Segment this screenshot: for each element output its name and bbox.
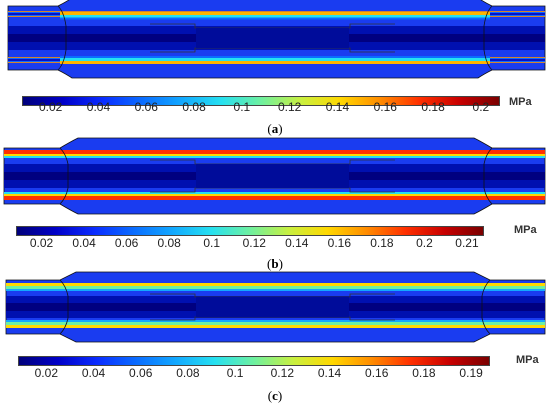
colorbar-tick-label: 0.14 <box>317 366 342 380</box>
colorbar-c <box>18 356 490 366</box>
band-bottom-b <box>4 196 545 200</box>
stress-field-a <box>7 0 546 79</box>
colorbar-tick-label: 0.12 <box>277 100 302 114</box>
colorbar-tick-label: 0.21 <box>455 236 479 250</box>
colorbar-tick-label: 0.12 <box>270 366 294 380</box>
band-top-c <box>6 283 545 286</box>
colorbar-tick-label: 0.14 <box>285 236 309 250</box>
panel-a: 0.02 0.04 0.06 0.08 0.1 0.12 0.14 0.16 0.18 0.2 M… <box>0 0 550 138</box>
colorbar-tick-label: 0.16 <box>327 236 352 250</box>
colorbar-tick-label: 0.04 <box>72 236 96 250</box>
colorbar-tick-label: 0.18 <box>370 236 394 250</box>
colorbar-b <box>16 226 484 236</box>
unit-label-a: MPa <box>509 96 532 108</box>
colorbar-tick-label: 0.04 <box>86 100 111 114</box>
colorbar-a <box>22 96 500 106</box>
colorbar-ticks-a: 0.02 0.04 0.06 0.08 0.1 0.12 0.14 0.16 0.18 0.2 <box>22 100 500 114</box>
colorbar-tick-label: 0.02 <box>38 100 63 114</box>
panel-b: 0.02 0.04 0.06 0.08 0.1 0.12 0.14 0.16 0.18 0.2 0.… <box>0 137 550 274</box>
colorbar-tick-label: 0.06 <box>114 236 139 250</box>
caption-c: (c) <box>267 388 283 403</box>
colorbar-tick-label: 0.06 <box>134 100 158 114</box>
panel-c: 0.02 0.04 0.06 0.08 0.1 0.12 0.14 0.16 0.18 0.19 … <box>0 271 550 406</box>
colorbar-tick-label: 0.2 <box>472 100 490 114</box>
colorbar-ticks-b: 0.02 0.04 0.06 0.08 0.1 0.12 0.14 0.16 0.18 0.2 0.… <box>16 236 484 250</box>
colorbar-tick-label: 0.08 <box>157 236 181 250</box>
colorbar-tick-label: 0.02 <box>29 236 54 250</box>
colorbar-tick-label: 0.02 <box>34 366 58 380</box>
colorbar-tick-label: 0.08 <box>176 366 200 380</box>
colorbar-tick-label: 0.1 <box>226 366 244 380</box>
colorbar-tick-label: 0.18 <box>412 366 436 380</box>
colorbar-tick-label: 0.06 <box>129 366 153 380</box>
colorbar-tick-label: 0.1 <box>203 236 221 250</box>
band-bottom-c <box>6 325 545 328</box>
unit-label-b: MPa <box>514 224 537 236</box>
colorbar-tick-label: 0.2 <box>416 236 433 250</box>
colorbar-tick-label: 0.08 <box>182 100 206 114</box>
caption-a: (a) <box>267 121 283 136</box>
colorbar-ticks-c: 0.02 0.04 0.06 0.08 0.1 0.12 0.14 0.16 0.18 0.19 <box>18 366 490 380</box>
colorbar-tick-label: 0.16 <box>365 366 389 380</box>
colorbar-tick-label: 0.12 <box>242 236 266 250</box>
stress-field-c <box>5 271 546 343</box>
unit-label-c: MPa <box>516 354 539 366</box>
colorbar-tick-label: 0.16 <box>373 100 397 114</box>
colorbar-tick-label: 0.1 <box>233 100 251 114</box>
caption-b: (b) <box>267 256 283 271</box>
colorbar-tick-label: 0.04 <box>81 366 106 380</box>
colorbar-tick-label: 0.19 <box>459 366 483 380</box>
colorbar-tick-label: 0.18 <box>421 100 445 114</box>
stress-field-b <box>3 137 546 215</box>
band-top-b <box>4 150 545 154</box>
colorbar-tick-label: 0.14 <box>325 100 350 114</box>
